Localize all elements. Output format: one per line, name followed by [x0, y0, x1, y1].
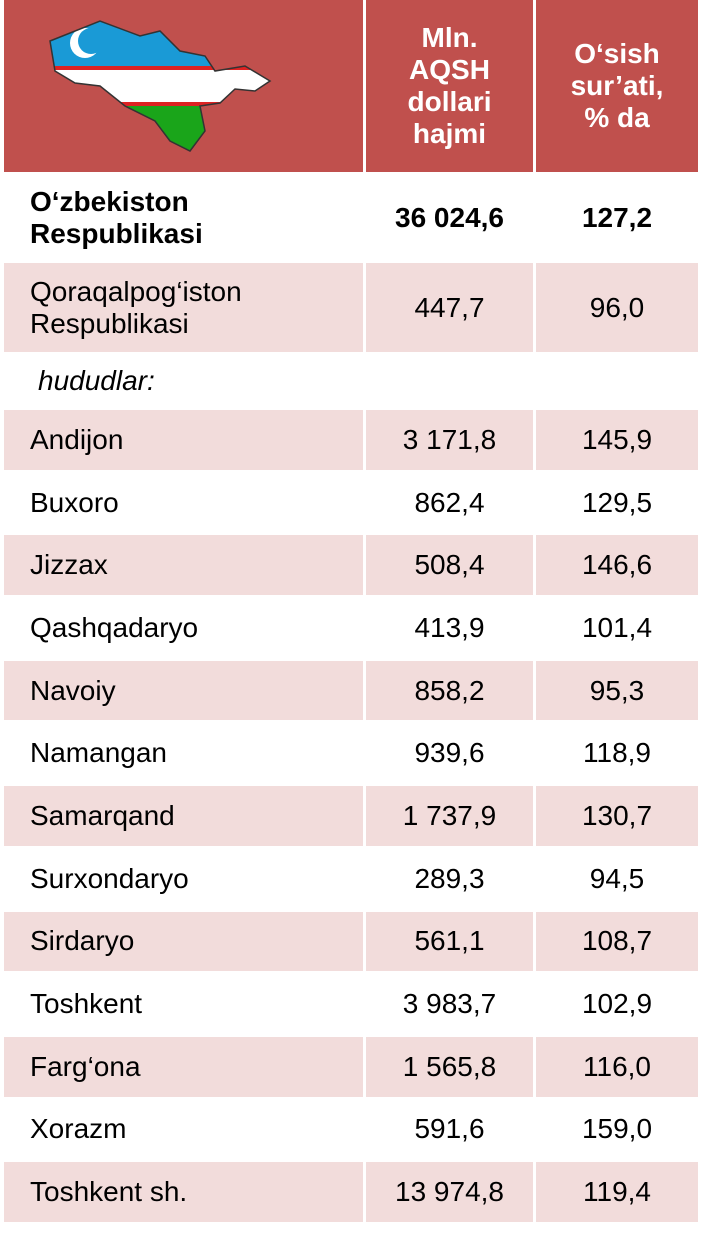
row: Samarqand 1 737,9 130,7 — [4, 786, 698, 849]
header-row: Mln. AQSH dollari hajmi O‘sish sur’ati, … — [4, 0, 698, 175]
cell: Surxondaryo — [4, 848, 366, 909]
cell: Qoraqalpog‘iston Respublikasi — [4, 263, 366, 352]
cell: 1 565,8 — [366, 1036, 536, 1097]
row: Buxoro 862,4 129,5 — [4, 472, 698, 536]
row: Toshkent 3 983,7 102,9 — [4, 974, 698, 1037]
row: Surxondaryo 289,3 94,5 — [4, 848, 698, 912]
cell: Jizzax — [4, 535, 366, 596]
cell: Samarqand — [4, 786, 366, 846]
total-row: O‘zbekiston Respublikasi 36 024,6 127,2 — [4, 175, 698, 263]
cell: 127,2 — [581, 201, 653, 233]
cell: 129,5 — [581, 486, 653, 518]
cell: 116,0 — [583, 1050, 651, 1082]
cell: 862,4 — [366, 472, 536, 533]
table: Mln. AQSH dollari hajmi O‘sish sur’ati, … — [4, 0, 698, 1225]
row: Sirdaryo 561,1 108,7 — [4, 911, 698, 975]
row: Xorazm 591,6 159,0 — [4, 1099, 698, 1163]
cell: Qashqadaryo — [4, 598, 366, 658]
cell: Xorazm — [4, 1099, 366, 1160]
cell: 95,3 — [589, 674, 645, 706]
row: Namangan 939,6 118,9 — [4, 723, 698, 787]
cell: Sirdaryo — [4, 911, 366, 972]
cell: 3 171,8 — [366, 410, 536, 470]
cell-text: O‘zbekiston Respublikasi — [30, 185, 203, 249]
row: Andijon 3 171,8 145,9 — [4, 410, 698, 473]
cell: 101,4 — [581, 611, 653, 643]
row: Qashqadaryo 413,9 101,4 — [4, 598, 698, 661]
cell: Toshkent sh. — [4, 1162, 366, 1222]
cell: 13 974,8 — [366, 1162, 536, 1222]
row: Farg‘ona 1 565,8 116,0 — [4, 1036, 698, 1100]
header-text: O‘sish sur’ati, % da — [570, 38, 664, 133]
cell: 102,9 — [581, 988, 653, 1020]
cell: 94,5 — [589, 862, 645, 894]
table-body: Andijon 3 171,8 145,9 Buxoro 862,4 129,5 Jizza… — [4, 410, 698, 1225]
row: Jizzax 508,4 146,6 — [4, 535, 698, 599]
cell: O‘zbekiston Respublikasi — [4, 175, 366, 260]
cell: 508,4 — [366, 535, 536, 596]
cell: Farg‘ona — [4, 1036, 366, 1097]
cell: 108,7 — [581, 925, 653, 957]
section-row: hududlar: — [4, 355, 698, 410]
cell: 858,2 — [366, 660, 536, 721]
cell: 146,6 — [581, 549, 653, 581]
cell-text: Qoraqalpog‘iston Respublikasi — [30, 275, 242, 339]
header-cell: O‘sish sur’ati, % da — [536, 0, 698, 172]
cell: 159,0 — [581, 1113, 653, 1145]
cell: 447,7 — [366, 263, 536, 352]
cell: 591,6 — [366, 1099, 536, 1160]
cell: 96,0 — [589, 291, 645, 323]
cell: 561,1 — [366, 911, 536, 972]
section-label: hududlar: — [38, 365, 155, 396]
cell: Buxoro — [4, 472, 366, 533]
cell: 36 024,6 — [366, 175, 536, 260]
row: Qoraqalpog‘iston Respublikasi 447,7 96,0 — [4, 263, 698, 355]
header-cell: Mln. AQSH dollari hajmi — [366, 0, 536, 172]
cell: 413,9 — [366, 598, 536, 658]
cell: 3 983,7 — [366, 974, 536, 1034]
cell: 1 737,9 — [366, 786, 536, 846]
row: Navoiy 858,2 95,3 — [4, 660, 698, 724]
header-text: Mln. AQSH dollari hajmi — [407, 22, 492, 149]
cell: 119,4 — [583, 1176, 651, 1208]
cell: Navoiy — [4, 660, 366, 721]
cell: Namangan — [4, 723, 366, 784]
cell: Toshkent — [4, 974, 366, 1034]
cell: 289,3 — [366, 848, 536, 909]
cell: 118,9 — [583, 737, 651, 769]
cell: 939,6 — [366, 723, 536, 784]
flag-map — [49, 20, 272, 152]
header-map — [4, 0, 366, 172]
cell: Andijon — [4, 410, 366, 470]
row: Toshkent sh. 13 974,8 119,4 — [4, 1162, 698, 1225]
cell: 145,9 — [581, 423, 653, 455]
cell: 130,7 — [581, 799, 653, 831]
